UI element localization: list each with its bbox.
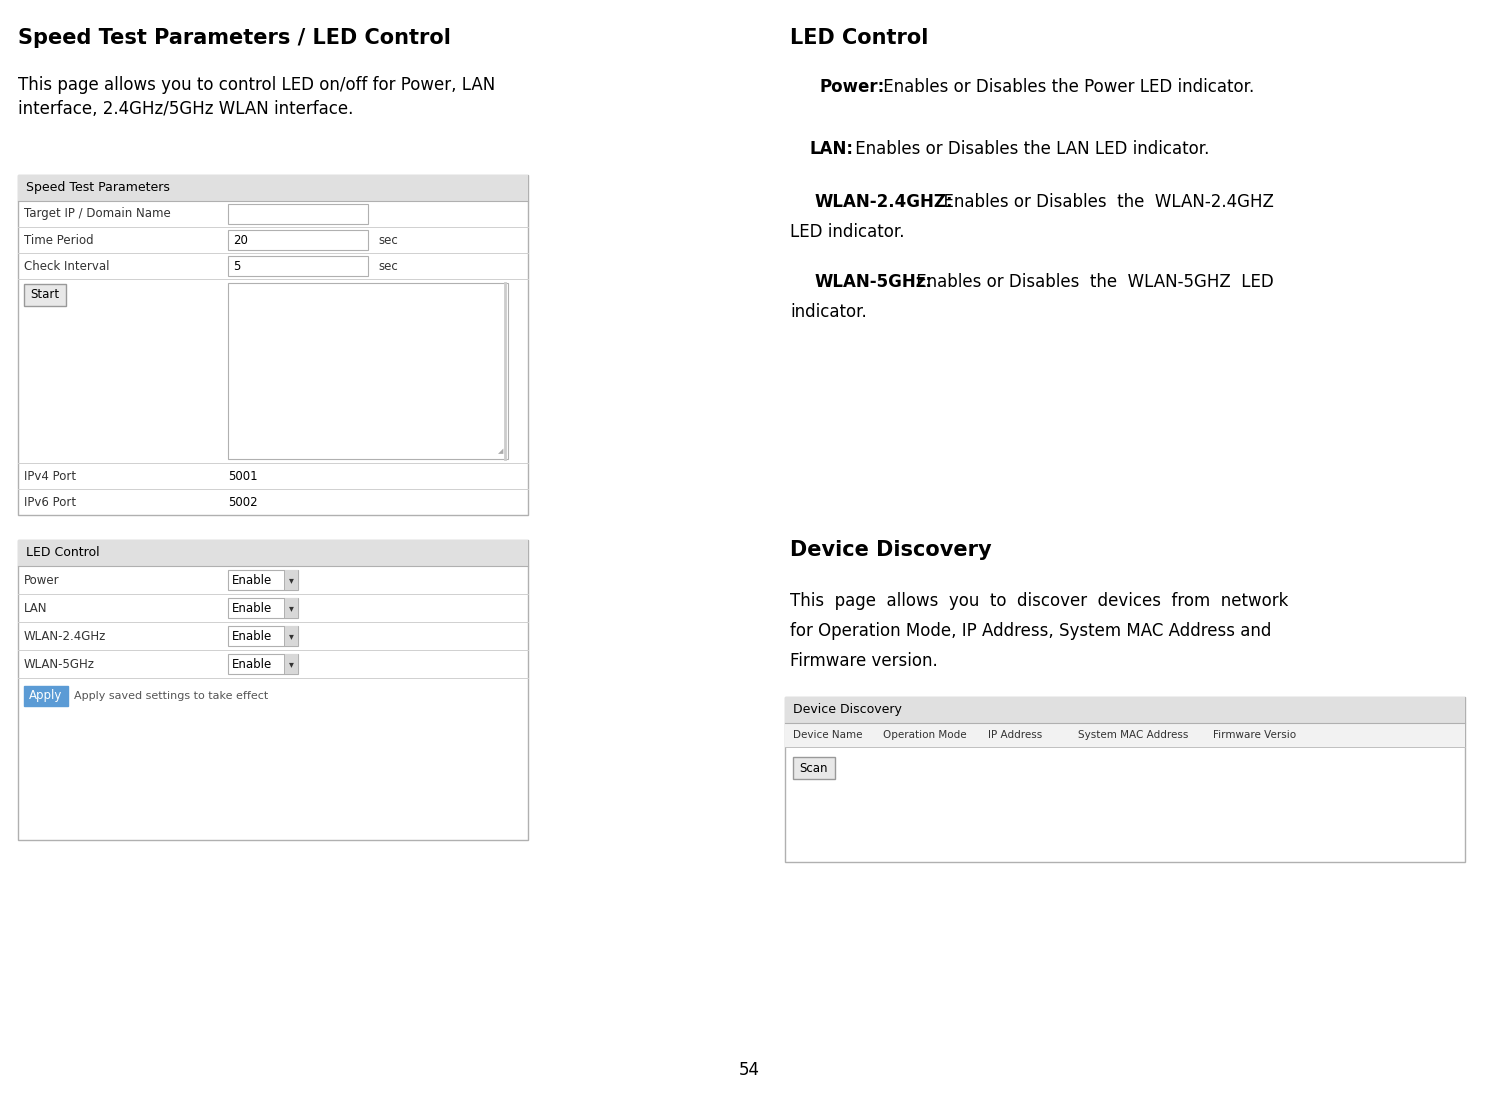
Text: Enables or Disables the LAN LED indicator.: Enables or Disables the LAN LED indicato… <box>850 140 1210 158</box>
Text: Operation Mode: Operation Mode <box>883 730 967 740</box>
Text: IPv6 Port: IPv6 Port <box>24 495 76 509</box>
Text: LAN: LAN <box>24 602 48 615</box>
Text: Enable: Enable <box>232 658 273 671</box>
Text: Start: Start <box>30 288 60 301</box>
Text: System MAC Address: System MAC Address <box>1078 730 1189 740</box>
Text: for Operation Mode, IP Address, System MAC Address and: for Operation Mode, IP Address, System M… <box>790 623 1271 640</box>
Text: 5: 5 <box>232 260 240 273</box>
Bar <box>228 598 298 618</box>
Text: ▾: ▾ <box>289 603 294 613</box>
Text: LAN:: LAN: <box>809 140 854 158</box>
Text: LED Control: LED Control <box>25 547 99 559</box>
Text: ◢: ◢ <box>498 448 504 454</box>
Text: Enables or Disables  the  WLAN-5GHZ  LED: Enables or Disables the WLAN-5GHZ LED <box>911 273 1274 292</box>
Text: WLAN-2.4GHZ:: WLAN-2.4GHZ: <box>815 193 953 212</box>
Text: 5001: 5001 <box>228 469 258 482</box>
Bar <box>785 723 1465 747</box>
Text: Firmware version.: Firmware version. <box>790 652 938 670</box>
Bar <box>18 540 528 840</box>
Bar <box>228 283 508 459</box>
Bar <box>18 175 528 201</box>
Text: Target IP / Domain Name: Target IP / Domain Name <box>24 207 171 220</box>
Bar <box>228 230 367 250</box>
Bar <box>785 697 1465 723</box>
Text: This page allows you to control LED on/off for Power, LAN: This page allows you to control LED on/o… <box>18 76 495 94</box>
Text: Power: Power <box>24 573 60 586</box>
Text: Device Discovery: Device Discovery <box>793 704 902 717</box>
Text: WLAN-5GHz:: WLAN-5GHz: <box>815 273 932 292</box>
Bar <box>228 570 298 590</box>
Text: Enable: Enable <box>232 629 273 642</box>
Bar <box>24 284 66 306</box>
Text: sec: sec <box>378 260 397 273</box>
Text: WLAN-2.4GHz: WLAN-2.4GHz <box>24 629 106 642</box>
Text: 54: 54 <box>739 1061 760 1078</box>
Text: Enables or Disables  the  WLAN-2.4GHZ: Enables or Disables the WLAN-2.4GHZ <box>932 193 1274 212</box>
Text: Firmware Versio: Firmware Versio <box>1213 730 1297 740</box>
Text: interface, 2.4GHz/5GHz WLAN interface.: interface, 2.4GHz/5GHz WLAN interface. <box>18 100 354 118</box>
Bar <box>228 256 367 276</box>
Bar <box>785 697 1465 861</box>
Text: 5002: 5002 <box>228 495 258 509</box>
Bar <box>18 540 528 566</box>
Text: Device Discovery: Device Discovery <box>790 540 992 560</box>
Text: ▾: ▾ <box>289 659 294 669</box>
Text: IP Address: IP Address <box>988 730 1042 740</box>
Text: Check Interval: Check Interval <box>24 260 109 273</box>
Bar <box>18 175 528 515</box>
Text: ▾: ▾ <box>289 575 294 585</box>
Bar <box>793 757 835 779</box>
Text: Enable: Enable <box>232 602 273 615</box>
Bar <box>228 626 298 646</box>
Text: IPv4 Port: IPv4 Port <box>24 469 76 482</box>
Text: Device Name: Device Name <box>793 730 862 740</box>
Text: Apply saved settings to take effect: Apply saved settings to take effect <box>73 690 268 701</box>
Bar <box>283 598 298 618</box>
Text: LED indicator.: LED indicator. <box>790 222 904 241</box>
Text: Scan: Scan <box>800 762 829 775</box>
Bar <box>228 654 298 674</box>
Text: Apply: Apply <box>30 689 63 703</box>
Text: This  page  allows  you  to  discover  devices  from  network: This page allows you to discover devices… <box>790 592 1288 610</box>
Text: WLAN-5GHz: WLAN-5GHz <box>24 658 94 671</box>
Bar <box>24 686 67 706</box>
Bar <box>283 626 298 646</box>
Text: Time Period: Time Period <box>24 233 93 247</box>
Text: Enables or Disables the Power LED indicator.: Enables or Disables the Power LED indica… <box>878 78 1255 96</box>
Text: 20: 20 <box>232 233 247 247</box>
Bar <box>228 204 367 224</box>
Text: indicator.: indicator. <box>790 302 866 321</box>
Text: Speed Test Parameters: Speed Test Parameters <box>25 182 169 194</box>
Text: Speed Test Parameters / LED Control: Speed Test Parameters / LED Control <box>18 28 451 48</box>
Text: Enable: Enable <box>232 573 273 586</box>
Text: sec: sec <box>378 233 397 247</box>
Bar <box>283 654 298 674</box>
Text: LED Control: LED Control <box>790 28 928 48</box>
Text: ▾: ▾ <box>289 631 294 641</box>
Bar <box>283 570 298 590</box>
Text: Power:: Power: <box>820 78 886 96</box>
